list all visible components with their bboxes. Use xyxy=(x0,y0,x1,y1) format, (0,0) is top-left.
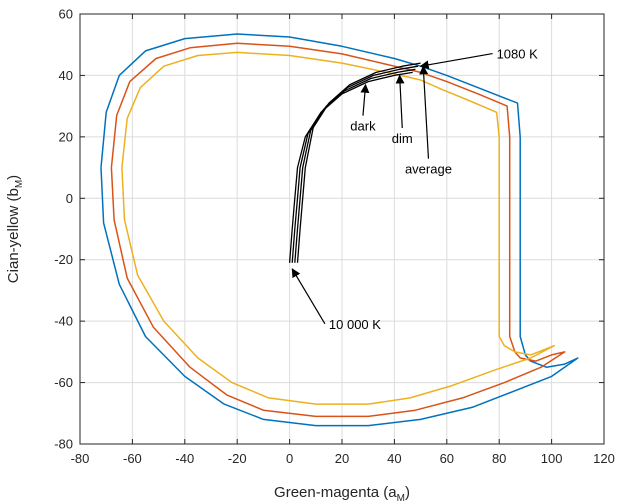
annotation-k1080-arrow xyxy=(419,52,493,70)
annotation-dark-arrow xyxy=(360,83,370,116)
annotation-k1080-label: 1080 K xyxy=(497,47,539,62)
x-tick-label: 20 xyxy=(335,451,349,466)
x-tick-label: 40 xyxy=(387,451,401,466)
y-tick-label: 60 xyxy=(59,7,73,22)
y-tick-label: 40 xyxy=(59,68,73,83)
x-axis-title: Green-magenta (aM) xyxy=(274,484,410,502)
y-tick-label: 20 xyxy=(59,129,73,144)
annotation-dim-label: dim xyxy=(392,131,413,146)
series-line-1 xyxy=(100,33,579,427)
x-tick-label: -80 xyxy=(71,451,90,466)
x-tick-label: 80 xyxy=(492,451,506,466)
annotation-dim-arrow xyxy=(395,74,405,129)
x-tick-label: 60 xyxy=(440,451,454,466)
x-tick-label: 0 xyxy=(286,451,293,466)
x-tick-label: -20 xyxy=(228,451,247,466)
x-tick-label: -60 xyxy=(123,451,142,466)
annotation-k10000-label: 10 000 K xyxy=(329,317,381,332)
series-line-3 xyxy=(121,51,555,405)
y-tick-label: -80 xyxy=(54,437,73,452)
x-tick-label: 120 xyxy=(593,451,615,466)
y-tick-label: -40 xyxy=(54,314,73,329)
series-layer xyxy=(100,33,579,427)
y-tick-label: -60 xyxy=(54,375,73,390)
ticks: -80 -60 -40 -20 0 20 40 60 80 100 120 -80 -60 -40 -20 0… xyxy=(54,7,615,467)
x-tick-label: -40 xyxy=(175,451,194,466)
y-tick-label: 0 xyxy=(66,191,73,206)
series-line-7 xyxy=(296,62,421,263)
y-tick-label: -20 xyxy=(54,252,73,267)
annotation-dark-label: dark xyxy=(350,119,376,134)
annotation-k10000-arrow xyxy=(291,268,326,325)
x-tick-label: 100 xyxy=(541,451,563,466)
y-axis-title: Cian-yellow (bM) xyxy=(5,175,25,283)
annotation-average-label: average xyxy=(405,162,452,177)
annotations: 1080 K dark dim average 10 000 K xyxy=(291,47,539,332)
series-line-2 xyxy=(110,42,566,418)
annotation-average-arrow xyxy=(419,65,430,159)
